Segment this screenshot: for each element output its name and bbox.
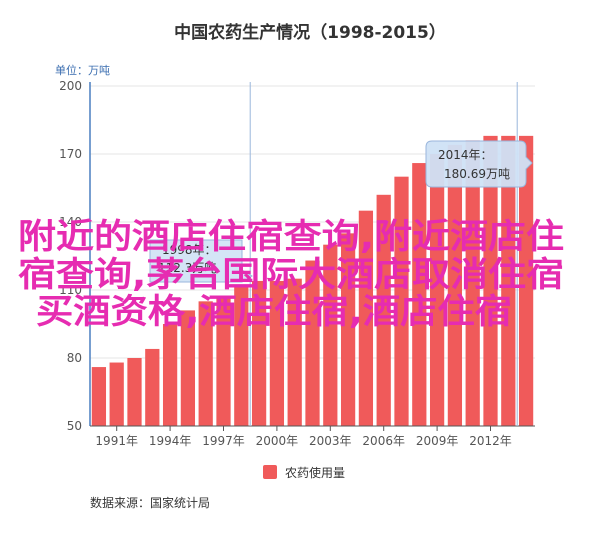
source-note: 数据来源：国家统计局 — [90, 495, 210, 510]
x-tick-label: 2006年 — [362, 434, 405, 448]
bar-1997[interactable] — [216, 296, 231, 426]
tooltip-1998-line1: 1998年： — [162, 243, 217, 257]
x-tick-label: 2012年 — [469, 434, 512, 448]
y-tick-labels: 50 80 110 140 170 200 — [59, 79, 82, 433]
y-tick-label: 140 — [59, 215, 82, 229]
bar-1996[interactable] — [198, 301, 213, 426]
bar-1998[interactable] — [234, 285, 249, 426]
bars — [91, 135, 534, 427]
bar-2000[interactable] — [269, 280, 285, 426]
bar-1990[interactable] — [91, 367, 107, 426]
x-tick-label: 1994年 — [149, 434, 192, 448]
bar-2005[interactable] — [358, 210, 374, 426]
bar-2010[interactable] — [447, 144, 463, 426]
x-tick-labels: 1991年 1994年 1997年 2000年 2003年 2006年 2009年 2012年 — [95, 426, 512, 448]
bar-2001[interactable] — [287, 278, 302, 426]
bar-2003[interactable] — [323, 244, 338, 426]
x-tick-label: 1991年 — [95, 434, 138, 448]
x-tick-label: 2000年 — [256, 434, 299, 448]
x-tick-label: 2009年 — [416, 434, 459, 448]
tooltip-1998: 1998年： 112.3万吨 — [149, 239, 253, 283]
legend-label: 农药使用量 — [285, 465, 345, 480]
x-tick-label: 1997年 — [202, 434, 245, 448]
bar-2008[interactable] — [412, 163, 427, 427]
bar-2012[interactable] — [483, 135, 498, 426]
tooltip-2014-line2: 180.69万吨 — [444, 167, 510, 181]
overlay-line-3: 买酒资格,酒店住宿,酒店住宿 — [36, 292, 512, 332]
bar-2011[interactable] — [465, 140, 480, 426]
legend-swatch — [263, 465, 277, 479]
bar-2013[interactable] — [501, 135, 516, 426]
overlay-line-1: 附近的酒店住宿查询,附近酒店住 — [18, 217, 564, 257]
overlay-text: 附近的酒店住宿查询,附近酒店住 宿查询,茅台国际大酒店取消住宿 买酒资格,酒店住… — [18, 217, 564, 332]
bar-1991[interactable] — [109, 362, 124, 426]
unit-label: 单位：万吨 — [55, 63, 110, 77]
y-tick-label: 110 — [59, 283, 82, 297]
bar-2014[interactable] — [518, 135, 534, 426]
y-tick-label: 50 — [67, 419, 82, 433]
bar-2007[interactable] — [394, 176, 409, 426]
tooltip-1998-line2: 112.3万吨 — [158, 261, 216, 275]
bar-1994[interactable] — [162, 324, 178, 426]
bar-2009[interactable] — [429, 154, 445, 426]
bar-2004[interactable] — [340, 233, 356, 426]
chart-title: 中国农药生产情况（1998-2015） — [174, 22, 446, 43]
bar-2006[interactable] — [376, 194, 391, 426]
y-tick-label: 80 — [67, 351, 82, 365]
y-tick-label: 200 — [59, 79, 82, 93]
overlay-line-2: 宿查询,茅台国际大酒店取消住宿 — [18, 255, 564, 295]
y-tick-label: 170 — [59, 147, 82, 161]
tooltip-2014-line1: 2014年： — [438, 148, 493, 162]
tooltip-2014: 2014年： 180.69万吨 — [425, 140, 533, 188]
bar-1993[interactable] — [145, 348, 160, 426]
bar-1992[interactable] — [127, 358, 142, 426]
legend[interactable]: 农药使用量 — [263, 465, 345, 480]
x-tick-label: 2003年 — [309, 434, 352, 448]
bar-1999[interactable] — [251, 280, 267, 426]
bar-1995[interactable] — [180, 310, 196, 426]
bar-2002[interactable] — [305, 260, 320, 426]
